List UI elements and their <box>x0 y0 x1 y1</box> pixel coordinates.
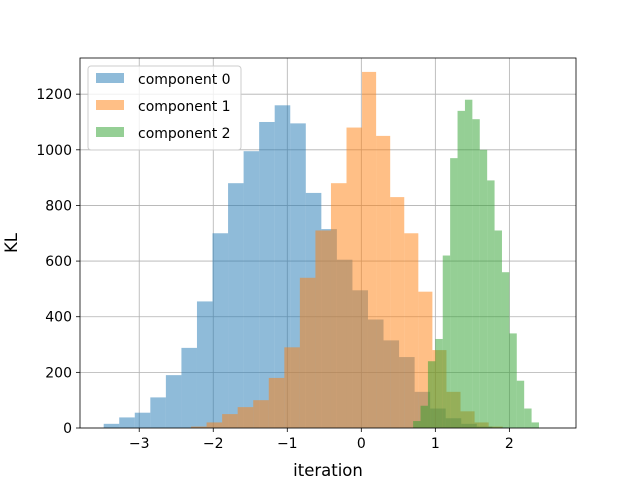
bar-series-2-bin-1 <box>420 405 428 428</box>
x-axis-title: iteration <box>293 461 363 480</box>
x-tick-label-2: −1 <box>277 436 298 452</box>
bar-series-2-bin-5 <box>450 158 458 428</box>
y-tick-label-2: 400 <box>45 310 72 326</box>
bar-series-1-bin-7 <box>299 277 316 428</box>
y-axis-ticks: 0 200 400 600 800 1000 1200 <box>36 87 80 437</box>
x-tick-label-4: 1 <box>431 436 440 452</box>
bar-series-0-bin-7 <box>212 233 229 428</box>
bar-series-2-bin-7 <box>464 99 473 429</box>
x-tick-label-3: 0 <box>357 436 366 452</box>
bar-series-2-bin-9 <box>479 149 488 428</box>
bar-series-2-bin-3 <box>435 338 443 428</box>
bar-series-1-bin-11 <box>362 71 377 428</box>
legend-frame <box>87 65 242 151</box>
bar-series-0-bin-5 <box>181 347 197 428</box>
bar-series-1-bin-14 <box>404 233 419 428</box>
bar-series-2-bin-8 <box>472 119 480 429</box>
y-tick-label-6: 1200 <box>36 87 72 103</box>
bar-series-1-bin-8 <box>315 230 331 428</box>
bar-series-0-bin-0 <box>103 423 120 428</box>
x-axis-ticks: −3 −2 −1 0 1 2 <box>129 428 514 452</box>
bar-series-0-bin-3 <box>150 397 166 428</box>
bar-series-1-bin-3 <box>237 407 254 428</box>
bar-series-1-bin-13 <box>390 197 405 428</box>
bar-series-1-bin-1 <box>206 422 223 428</box>
y-tick-label-0: 0 <box>63 421 72 437</box>
bar-series-0-bin-6 <box>196 301 213 428</box>
x-tick-label-0: −3 <box>129 436 150 452</box>
bar-series-2-bin-12 <box>501 272 510 428</box>
bar-series-2-bin-14 <box>516 380 525 428</box>
y-axis-title: KL <box>2 232 21 253</box>
bar-series-1-bin-5 <box>268 377 285 428</box>
bar-series-1-bin-2 <box>222 414 238 428</box>
plot-frame <box>79 57 577 429</box>
y-tick-label-4: 800 <box>45 198 72 214</box>
bar-series-0-bin-8 <box>228 183 244 428</box>
legend: component 0 component 1 component 2 <box>87 65 242 151</box>
legend-swatch-1 <box>96 100 124 110</box>
bar-series-2-bin-15 <box>524 408 532 428</box>
bar-series-0-bin-9 <box>243 151 260 428</box>
y-tick-label-1: 200 <box>45 365 72 381</box>
bar-series-1-bin-10 <box>346 127 363 428</box>
histogram-bars <box>103 71 539 429</box>
bar-series-2-bin-4 <box>442 255 451 428</box>
bar-series-0-bin-10 <box>259 121 275 429</box>
legend-swatch-0 <box>96 73 124 83</box>
bar-series-0-bin-1 <box>119 417 135 428</box>
legend-label-0: component 0 <box>138 72 231 88</box>
bar-series-2-bin-13 <box>509 333 517 428</box>
legend-label-1: component 1 <box>138 99 231 115</box>
legend-swatch-2 <box>96 127 124 137</box>
legend-label-2: component 2 <box>138 126 231 142</box>
bar-series-2-bin-10 <box>487 180 495 428</box>
x-tick-label-5: 2 <box>505 436 514 452</box>
bar-series-0-bin-4 <box>165 375 182 428</box>
bar-series-1-bin-6 <box>284 347 300 428</box>
bar-series-0-bin-2 <box>134 412 151 428</box>
bar-series-1-bin-4 <box>253 400 269 428</box>
x-tick-label-1: −2 <box>203 436 224 452</box>
bar-series-2-bin-11 <box>494 230 502 428</box>
bar-series-2-bin-6 <box>457 110 465 428</box>
bar-series-1-bin-0 <box>191 426 207 428</box>
bar-series-1-bin-12 <box>376 135 391 429</box>
bar-series-2-bin-0 <box>413 421 421 428</box>
y-tick-label-3: 600 <box>45 254 72 270</box>
bar-series-2-bin-2 <box>427 361 436 428</box>
y-tick-label-5: 1000 <box>36 143 72 159</box>
bar-series-1-bin-9 <box>330 183 347 428</box>
bar-series-2-bin-16 <box>531 422 539 428</box>
